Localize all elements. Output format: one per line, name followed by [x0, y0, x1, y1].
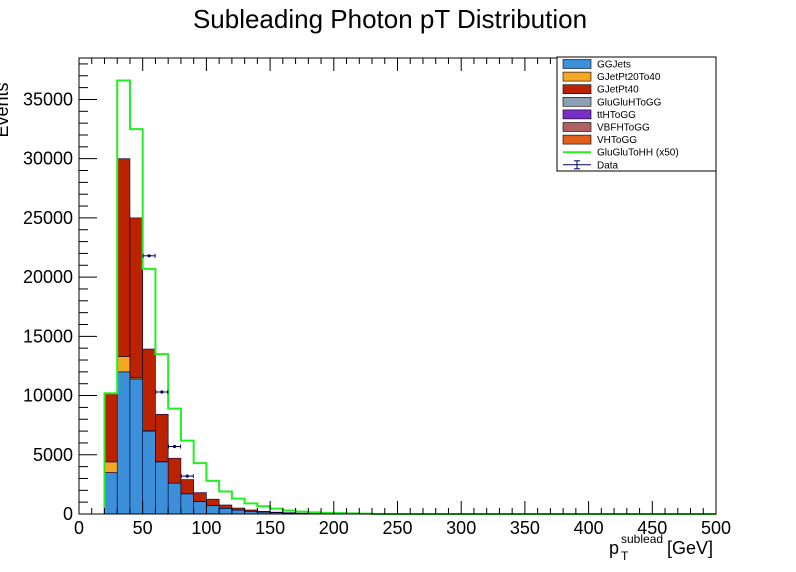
- x-tick-label: 500: [701, 518, 731, 538]
- legend-label: GluGluHToGG: [597, 97, 662, 108]
- bar-ggjets: [116, 371, 131, 515]
- bar-gjetpt40: [218, 504, 233, 509]
- legend-entry: Data: [563, 160, 619, 171]
- x-tick-label: 50: [133, 518, 153, 538]
- bar-gjetpt40: [167, 457, 182, 484]
- x-tick-label: 450: [637, 518, 667, 538]
- bar-gjetpt40: [231, 507, 245, 511]
- bar-gjetpt40: [155, 413, 169, 462]
- bar-gjetpt40: [129, 217, 144, 379]
- bar-ggjets: [104, 472, 118, 515]
- bar-gjetpt40: [180, 479, 194, 495]
- x-tick-label: 100: [191, 518, 221, 538]
- x-tick-label: 200: [319, 518, 349, 538]
- legend-entry: GluGluHToGG: [562, 97, 662, 108]
- bar-ggjets: [167, 482, 182, 515]
- y-tick-label: 20000: [23, 267, 73, 287]
- chart-title: Subleading Photon pT Distribution: [193, 4, 587, 34]
- legend-label: VHToGG: [597, 135, 637, 146]
- data-point: [168, 444, 182, 449]
- bar-gjetpt20to40: [104, 461, 118, 473]
- legend-label: GGJets: [597, 60, 631, 71]
- bar-ggjets: [180, 493, 194, 515]
- legend-entry: VBFHToGG: [562, 122, 650, 134]
- bar-gjetpt40: [257, 510, 271, 513]
- legend-label: GJetPt20To40: [597, 72, 661, 83]
- bar-gjetpt40: [193, 492, 207, 502]
- legend-swatch: [562, 109, 592, 120]
- legend-swatch: [562, 122, 592, 132]
- bar-ggjets: [193, 501, 207, 515]
- x-tick-label: 250: [382, 518, 412, 538]
- y-tick-label: 15000: [23, 326, 73, 346]
- x-tick-label: 400: [574, 518, 604, 538]
- legend-swatch: [562, 71, 592, 82]
- bar-gjetpt40: [244, 509, 258, 512]
- x-axis-label-sub: T: [621, 549, 629, 563]
- x-axis-label-symbol: p: [609, 538, 619, 558]
- legend-entry: ttHToGG: [562, 109, 636, 121]
- legend-label: VBFHToGG: [597, 123, 650, 134]
- legend-label: Data: [597, 160, 619, 171]
- x-tick-label: 300: [446, 518, 476, 538]
- x-tick-label: 0: [74, 518, 84, 538]
- y-tick-label: 10000: [23, 386, 73, 406]
- legend-swatch: [562, 134, 592, 145]
- bar-ggjets: [142, 430, 156, 515]
- legend-swatch: [562, 97, 592, 107]
- legend-label: GluGluToHH (x50): [597, 148, 679, 159]
- x-axis-label: p T sublead [GeV]: [609, 532, 713, 563]
- legend-label: ttHToGG: [597, 110, 636, 121]
- legend-swatch: [562, 59, 592, 69]
- bar-gjetpt40: [269, 511, 284, 513]
- x-tick-label: 350: [510, 518, 540, 538]
- y-axis-label: Events: [0, 82, 12, 137]
- y-tick-label: 5000: [33, 445, 73, 465]
- x-axis-label-unit: [GeV]: [667, 538, 713, 558]
- data-point: [180, 474, 194, 479]
- legend-entry: GJetPt40: [562, 84, 639, 96]
- y-tick-label: 30000: [23, 149, 73, 169]
- x-axis-label-sup: sublead: [621, 532, 663, 546]
- bar-ggjets: [129, 378, 144, 515]
- legend-entry: GJetPt20To40: [562, 71, 661, 83]
- bar-ggjets: [218, 508, 233, 515]
- x-tick-label: 150: [255, 518, 285, 538]
- data-point: [155, 390, 169, 395]
- data-point: [142, 253, 156, 258]
- legend-swatch: [562, 84, 592, 94]
- bar-gjetpt40: [116, 158, 131, 357]
- legend-entry: VHToGG: [562, 134, 637, 146]
- bar-ggjets: [206, 505, 220, 515]
- bar-gjetpt40: [142, 348, 156, 432]
- y-tick-label: 35000: [23, 89, 73, 109]
- bar-ggjets: [231, 509, 245, 515]
- bar-gjetpt40: [206, 498, 220, 506]
- y-tick-label: 25000: [23, 208, 73, 228]
- legend-entry: GGJets: [562, 59, 631, 71]
- legend-entry: GluGluToHH (x50): [563, 148, 679, 159]
- bar-gjetpt20to40: [116, 356, 131, 373]
- legend-label: GJetPt40: [597, 85, 639, 96]
- bar-gjetpt40: [104, 392, 118, 463]
- bar-ggjets: [155, 461, 169, 515]
- y-tick-label: 0: [63, 504, 73, 524]
